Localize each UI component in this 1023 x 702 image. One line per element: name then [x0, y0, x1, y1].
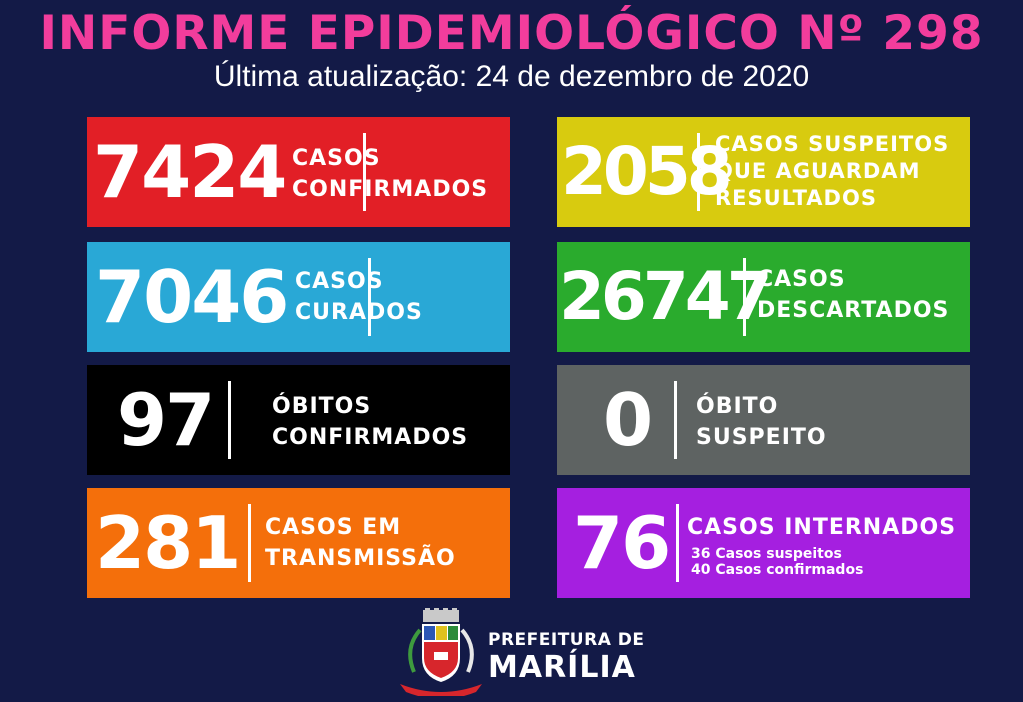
card-label: CASOS CURADOS: [295, 269, 423, 325]
card-suspected-death: 0 ÓBITO SUSPEITO: [557, 365, 970, 475]
card-suspected-cases: 2058 CASOS SUSPEITOS QUE AGUARDAM RESULT…: [557, 117, 970, 227]
card-value: 97: [117, 378, 215, 462]
card-cases-in-transmission: 281 CASOS EM TRANSMISSÃO: [87, 488, 510, 598]
card-label: ÓBITO SUSPEITO: [696, 394, 827, 450]
card-label: CASOS DESCARTADOS: [757, 267, 950, 323]
card-confirmed-deaths: 97 ÓBITOS CONFIRMADOS: [87, 365, 510, 475]
card-label: CASOS CONFIRMADOS: [292, 146, 489, 202]
card-divider: [743, 258, 746, 336]
page-title: INFORME EPIDEMIOLÓGICO Nº 298: [39, 6, 984, 61]
card-value: 281: [95, 501, 241, 585]
card-value: 7424: [93, 130, 287, 214]
card-divider: [697, 133, 700, 211]
card-divider: [248, 504, 251, 582]
prefeitura-logo: PREFEITURA DE MARÍLIA: [396, 608, 644, 698]
card-divider: [676, 504, 679, 582]
card-discarded-cases: 26747 CASOS DESCARTADOS: [557, 242, 970, 352]
card-divider: [228, 381, 231, 459]
card-value: 0: [603, 378, 653, 462]
card-divider: [674, 381, 677, 459]
last-update: Última atualização: 24 de dezembro de 20…: [213, 60, 810, 93]
card-label: CASOS EM TRANSMISSÃO: [265, 515, 456, 571]
card-label: CASOS SUSPEITOS QUE AGUARDAM RESULTADOS: [715, 132, 950, 210]
card-label: ÓBITOS CONFIRMADOS: [272, 394, 469, 450]
card-value: 7046: [95, 255, 289, 339]
card-divider: [363, 133, 366, 211]
card-cured-cases: 7046 CASOS CURADOS: [87, 242, 510, 352]
card-sublabel: 36 Casos suspeitos 40 Casos confirmados: [691, 546, 864, 578]
card-divider: [368, 258, 371, 336]
card-value: 76: [573, 501, 671, 585]
org-name: PREFEITURA DE MARÍLIA: [488, 630, 645, 685]
card-hospitalized-cases: 76 CASOS INTERNADOS 36 Casos suspeitos 4…: [557, 488, 970, 598]
card-label: CASOS INTERNADOS: [687, 515, 957, 540]
card-value: 2058: [561, 133, 733, 210]
card-confirmed-cases: 7424 CASOS CONFIRMADOS: [87, 117, 510, 227]
coat-of-arms-icon: [400, 608, 482, 696]
card-value: 26747: [559, 258, 773, 335]
